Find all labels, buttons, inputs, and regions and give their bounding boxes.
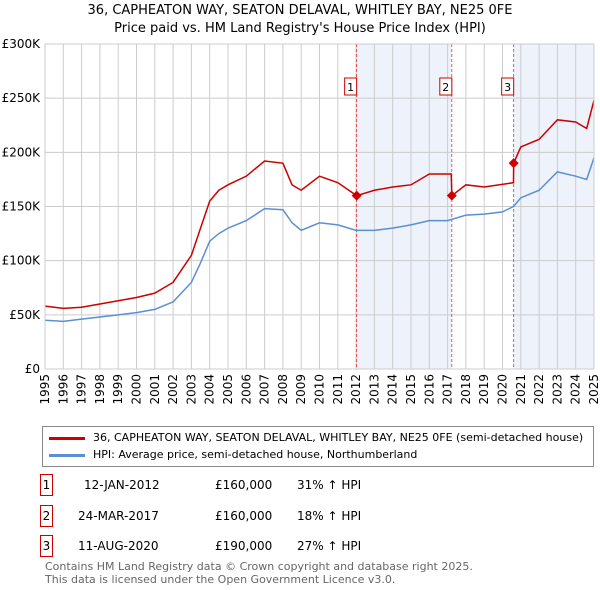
price-chart: 1995 1996 1997 1998 1999 2000 2001 2002 2003 2004… [2,37,600,405]
transaction-row: 1 12-JAN-2012 £160,000 31% ↑ HPI [0,474,600,496]
x-tick-label: 2002 [166,374,180,405]
sale-price: £190,000 [215,539,273,553]
chart-title: 36, CAPHEATON WAY, SEATON DELAVAL, WHITL… [0,2,600,38]
x-tick-label: 2006 [239,374,253,405]
sale-hpi-diff: 27% ↑ HPI [297,539,362,553]
sale-label: 3 [504,81,511,94]
footer-line: Contains HM Land Registry data © Crown c… [45,560,473,573]
transaction-row: 3 11-AUG-2020 £190,000 27% ↑ HPI [0,535,600,557]
y-tick-label: £150K [2,200,42,214]
y-tick-label: £250K [2,91,42,105]
sale-price: £160,000 [215,509,273,523]
x-tick-label: 2025 [587,374,600,405]
subtitle-line: Price paid vs. HM Land Registry's House … [114,21,486,36]
x-tick-label: 1996 [56,374,70,405]
plot-border [44,43,595,370]
x-tick-label: 2000 [130,374,144,405]
y-tick-label: £300K [2,37,42,51]
x-tick-label: 2021 [514,374,528,405]
legend: 36, CAPHEATON WAY, SEATON DELAVAL, WHITL… [42,426,594,467]
x-tick-label: 2008 [276,374,290,405]
x-tick-label: 2018 [459,374,473,405]
sale-point [508,158,519,169]
sale-date: 12-JAN-2012 [84,478,160,492]
x-tick-label: 2014 [386,374,400,405]
x-tick-label: 1997 [75,374,89,405]
x-tick-label: 2003 [184,374,198,405]
sale-hpi-diff: 31% ↑ HPI [297,478,362,492]
x-tick-label: 2010 [313,374,327,405]
sale-label: 2 [442,81,449,94]
x-tick-label: 2013 [367,374,381,405]
x-tick-label: 2019 [477,374,491,405]
x-tick-label: 2015 [404,374,418,405]
x-tick-label: 2009 [294,374,308,405]
x-tick-label: 2017 [441,374,455,405]
x-tick-label: 2016 [422,374,436,405]
legend-swatch-blue [49,454,85,457]
sale-label: 1 [347,81,354,94]
sale-number-badge: 2 [40,505,53,527]
sale-label-box [439,77,453,96]
sale-hpi-diff: 18% ↑ HPI [297,509,362,523]
title-line: 36, CAPHEATON WAY, SEATON DELAVAL, WHITL… [87,3,513,18]
x-tick-label: 2023 [550,374,564,405]
x-tick-label: 2005 [221,374,235,405]
legend-label: HPI: Average price, semi-detached house,… [93,448,418,461]
x-tick-label: 2012 [349,374,363,405]
x-tick-label: 2011 [331,374,345,405]
series-line [44,157,595,323]
sale-label-box [344,77,358,96]
legend-swatch-red [49,437,85,440]
x-tick-label: 2001 [148,374,162,405]
legend-label: 36, CAPHEATON WAY, SEATON DELAVAL, WHITL… [93,431,584,444]
y-tick-label: £200K [2,145,42,159]
footer-line: This data is licensed under the Open Gov… [45,573,396,586]
transaction-row: 2 24-MAR-2017 £160,000 18% ↑ HPI [0,505,600,527]
sale-number-badge: 1 [40,474,53,496]
y-tick-label: £100K [2,254,42,268]
x-tick-label: 1995 [38,374,52,405]
footer: Contains HM Land Registry data © Crown c… [45,560,473,586]
sale-date: 24-MAR-2017 [78,509,159,523]
sale-date: 11-AUG-2020 [78,539,159,553]
x-tick-label: 2022 [532,374,546,405]
x-tick-label: 2007 [258,374,272,405]
x-tick-label: 2020 [496,374,510,405]
sale-number-badge: 3 [40,535,53,557]
sale-price: £160,000 [215,478,273,492]
sale-point [446,190,457,201]
y-tick-label: £0 [25,362,40,376]
y-tick-label: £50K [9,308,41,322]
x-tick-label: 2004 [203,374,217,405]
sale-point [351,190,362,201]
x-tick-label: 1999 [111,374,125,405]
x-tick-label: 2024 [569,374,583,405]
sale-label-box [501,77,515,96]
x-tick-label: 1998 [93,374,107,405]
